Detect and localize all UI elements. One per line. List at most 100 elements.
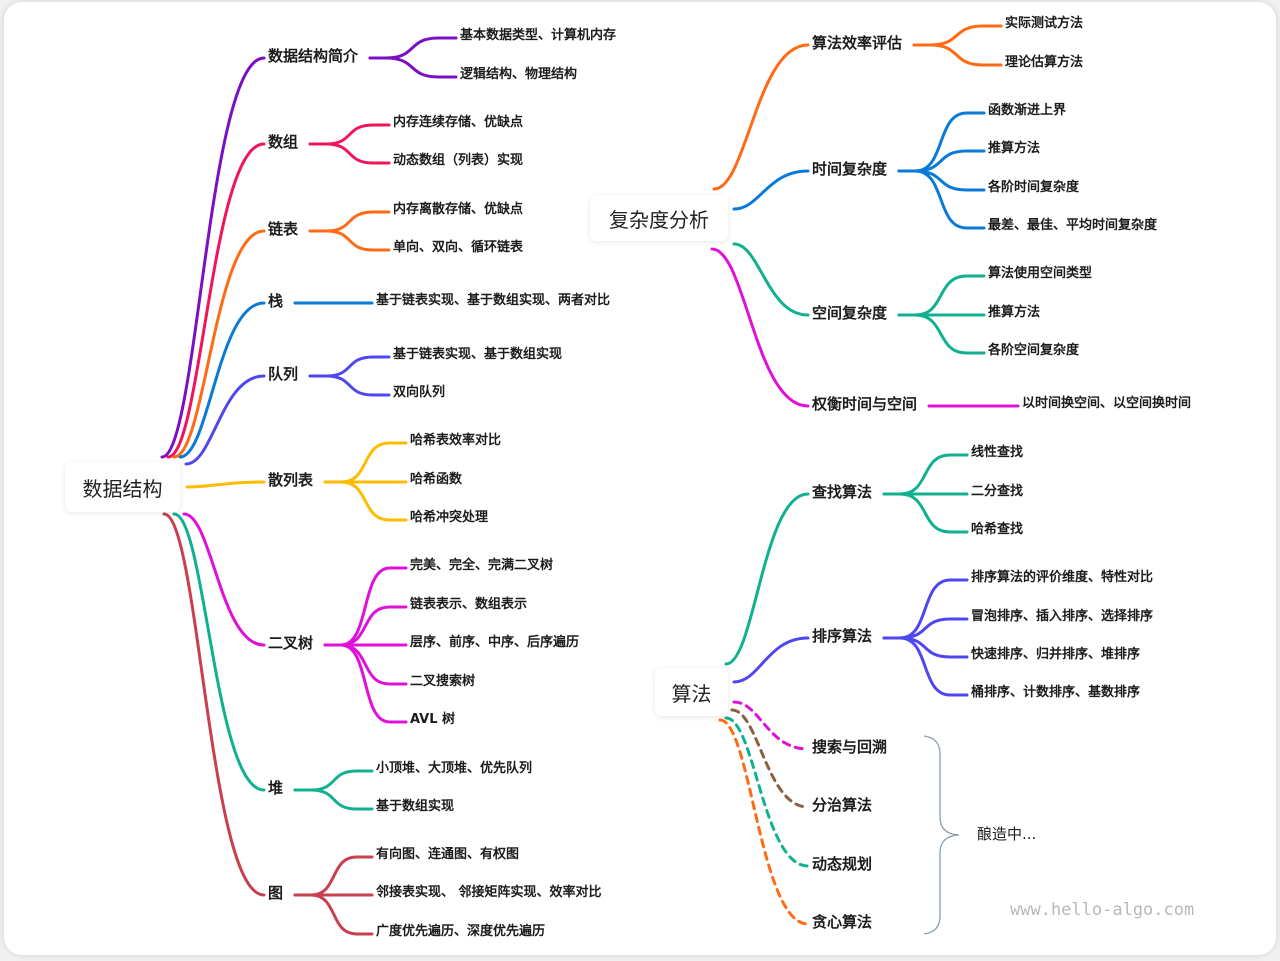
leaf-node[interactable]: 有向图、连通图、有权图: [376, 847, 520, 862]
branch-connector: [732, 169, 810, 211]
root-node[interactable]: 数据结构: [65, 462, 180, 512]
leaf-connector: [912, 43, 1003, 67]
branch-node[interactable]: 散列表: [268, 471, 314, 489]
in-progress-label: 酿造中...: [977, 825, 1037, 843]
branch-node[interactable]: 分治算法: [812, 796, 873, 814]
leaf-connector: [368, 36, 458, 60]
leaf-node[interactable]: 各阶空间复杂度: [988, 343, 1080, 358]
leaf-node[interactable]: 快速排序、归并排序、堆排序: [971, 647, 1141, 662]
branch-node[interactable]: 队列: [268, 365, 299, 383]
leaf-node[interactable]: 内存离散存储、优缺点: [393, 202, 524, 217]
leaf-connector: [897, 169, 986, 230]
leaf-node[interactable]: 推算方法: [988, 305, 1041, 320]
leaf-connector: [912, 24, 1003, 47]
leaf-node[interactable]: 排序算法的评价维度、特性对比: [971, 570, 1154, 585]
leaf-node[interactable]: 基于数组实现: [376, 799, 455, 814]
branch-connector: [724, 716, 810, 868]
connector-layer: [160, 24, 1020, 936]
leaf-connector: [308, 210, 391, 233]
branch-node[interactable]: 图: [268, 884, 284, 902]
leaf-node[interactable]: 算法使用空间类型: [988, 266, 1093, 281]
branch-connector: [732, 636, 810, 684]
leaf-node[interactable]: 哈希冲突处理: [410, 510, 489, 525]
leaf-node[interactable]: 完美、完全、完满二叉树: [410, 558, 554, 573]
branch-connector: [730, 708, 810, 809]
branch-node[interactable]: 排序算法: [812, 627, 873, 645]
leaf-node[interactable]: 哈希表效率对比: [410, 433, 502, 448]
branch-node[interactable]: 算法效率评估: [812, 34, 903, 52]
leaf-connector: [293, 855, 374, 897]
leaf-node[interactable]: 桶排序、计数排序、基数排序: [971, 685, 1141, 700]
branch-connector: [724, 492, 810, 666]
branch-connector: [162, 512, 266, 897]
leaf-node[interactable]: 各阶时间复杂度: [988, 180, 1080, 195]
branch-connector: [732, 700, 810, 751]
leaf-node[interactable]: 双向队列: [393, 385, 446, 400]
leaf-node[interactable]: 小顶堆、大顶堆、优先队列: [376, 761, 533, 776]
leaf-connector: [897, 313, 986, 355]
leaf-node[interactable]: 最差、最佳、平均时间复杂度: [988, 218, 1158, 233]
branch-connector: [712, 43, 810, 191]
leaf-node[interactable]: 二叉搜索树: [410, 674, 476, 689]
branch-node[interactable]: 空间复杂度: [812, 304, 888, 322]
leaf-connector: [882, 453, 969, 496]
leaf-node[interactable]: 基本数据类型、计算机内存: [460, 28, 617, 43]
leaf-connector: [882, 617, 969, 640]
leaf-node[interactable]: 二分查找: [971, 484, 1024, 499]
leaf-node[interactable]: 基于链表实现、基于数组实现、两者对比: [376, 293, 611, 308]
branch-node[interactable]: 堆: [268, 779, 284, 797]
leaf-node[interactable]: 动态数组（列表）实现: [393, 153, 524, 168]
leaf-node[interactable]: 哈希函数: [410, 472, 463, 487]
leaf-connector: [308, 142, 391, 165]
branch-connector: [184, 374, 266, 466]
brace: [923, 735, 960, 935]
leaf-connector: [323, 441, 408, 484]
leaf-node[interactable]: 理论估算方法: [1005, 55, 1084, 70]
leaf-node[interactable]: 单向、双向、循环链表: [393, 240, 524, 255]
leaf-node[interactable]: AVL 树: [410, 712, 456, 727]
leaf-node[interactable]: 实际测试方法: [1005, 16, 1084, 31]
leaf-connector: [308, 229, 391, 252]
leaf-connector: [897, 149, 986, 173]
branch-node[interactable]: 查找算法: [812, 483, 873, 501]
leaf-connector: [897, 169, 986, 192]
leaf-connector: [882, 636, 969, 697]
branch-node[interactable]: 数组: [268, 133, 299, 151]
leaf-node[interactable]: 基于链表实现、基于数组实现: [393, 347, 563, 362]
branch-connector: [172, 512, 266, 792]
leaf-node[interactable]: 推算方法: [988, 141, 1041, 156]
leaf-connector: [368, 56, 458, 79]
leaf-connector: [323, 480, 408, 522]
leaf-connector: [308, 374, 391, 397]
branch-node[interactable]: 链表: [268, 220, 299, 238]
watermark: www.hello-algo.com: [1010, 900, 1195, 920]
leaf-node[interactable]: 以时间换空间、以空间换时间: [1022, 396, 1192, 411]
leaf-node[interactable]: 层序、前序、中序、后序遍历: [410, 635, 580, 650]
branch-node[interactable]: 动态规划: [812, 855, 873, 873]
branch-node[interactable]: 栈: [268, 292, 284, 310]
branch-node[interactable]: 数据结构简介: [268, 47, 359, 65]
leaf-node[interactable]: 广度优先遍历、深度优先遍历: [376, 924, 546, 939]
branch-node[interactable]: 权衡时间与空间: [812, 395, 918, 413]
root-node[interactable]: 算法: [655, 668, 728, 716]
leaf-node[interactable]: 函数渐进上界: [988, 103, 1067, 118]
leaf-node[interactable]: 邻接表实现、 邻接矩阵实现、效率对比: [376, 885, 602, 900]
branch-node[interactable]: 搜索与回溯: [812, 738, 888, 756]
leaf-node[interactable]: 线性查找: [971, 445, 1024, 460]
leaf-node[interactable]: 逻辑结构、物理结构: [460, 67, 578, 82]
leaf-connector: [897, 274, 986, 317]
root-node[interactable]: 复杂度分析: [590, 195, 728, 241]
branch-connector: [178, 301, 266, 459]
branch-connector: [182, 512, 266, 647]
leaf-node[interactable]: 哈希查找: [971, 522, 1024, 537]
branch-connector: [166, 142, 266, 459]
leaf-connector: [293, 769, 374, 792]
leaf-node[interactable]: 链表表示、数组表示: [410, 597, 528, 612]
leaf-node[interactable]: 内存连续存储、优缺点: [393, 115, 524, 130]
branch-node[interactable]: 时间复杂度: [812, 160, 888, 178]
branch-node[interactable]: 贪心算法: [812, 913, 873, 931]
branch-connector: [732, 242, 810, 317]
leaf-node[interactable]: 冒泡排序、插入排序、选择排序: [971, 609, 1154, 624]
branch-node[interactable]: 二叉树: [268, 634, 314, 652]
branch-connector: [710, 247, 810, 408]
